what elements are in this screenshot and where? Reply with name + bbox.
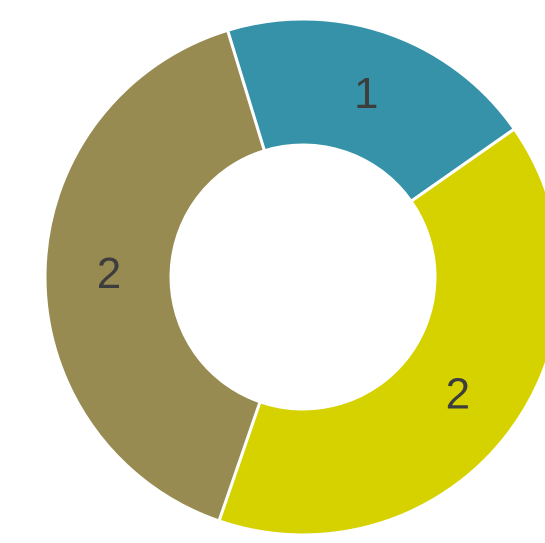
slice-data-label-2: 2 [446, 369, 470, 418]
slice-data-label-1: 1 [354, 69, 378, 118]
donut-slice-3 [43, 28, 267, 523]
donut-slice-1 [225, 17, 517, 204]
donut-slice-2 [217, 126, 545, 537]
slice-data-label-3: 2 [97, 249, 121, 298]
slices-layer [43, 17, 545, 537]
labels-layer: 1 2 2 [97, 69, 470, 418]
